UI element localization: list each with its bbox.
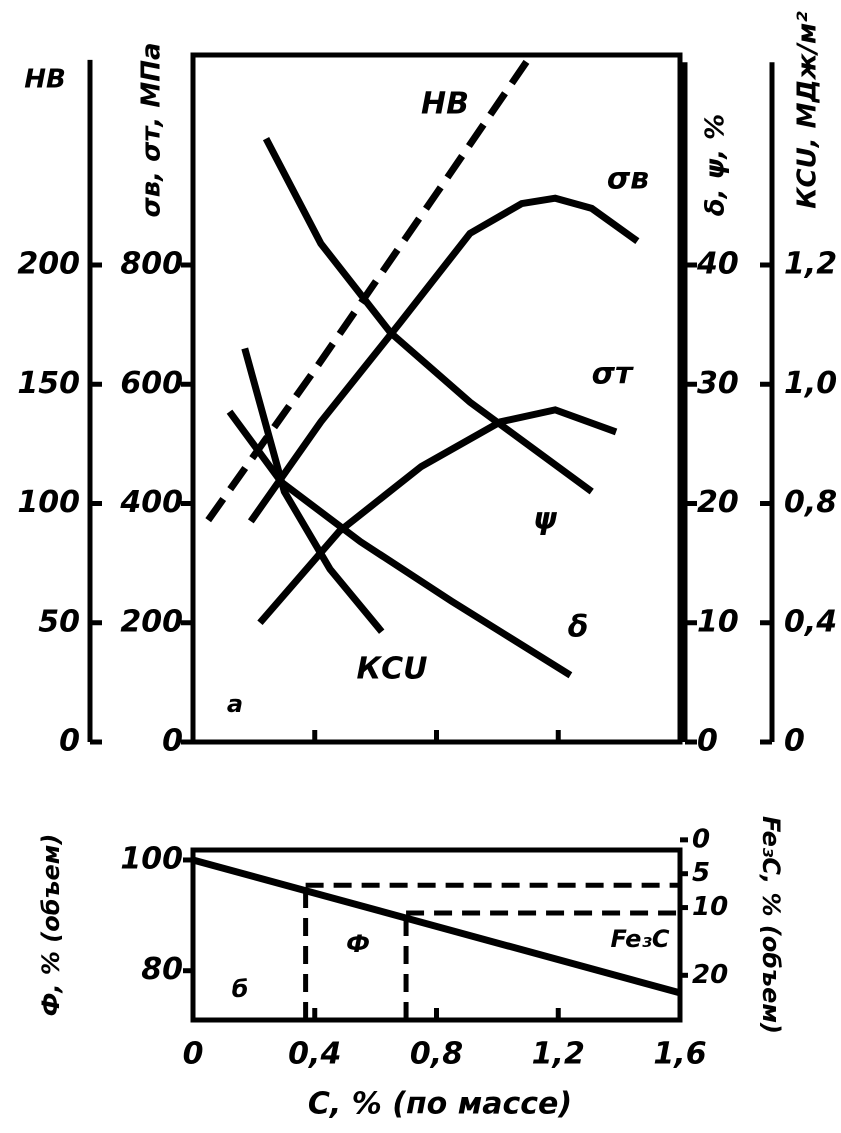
x-tick-label: 1,6 xyxy=(653,1037,706,1072)
y-tick-label: 1,2 xyxy=(784,247,837,282)
series-label: σв xyxy=(607,162,649,197)
y-tick-label: 0,8 xyxy=(784,485,837,520)
y2-tick-label: 10 xyxy=(692,892,728,922)
axis-title: КСU, МДж/м² xyxy=(793,11,823,209)
y-tick-label: 30 xyxy=(697,366,739,401)
axis-title: δ, ψ, % xyxy=(701,114,731,216)
region-label: Ф xyxy=(346,930,370,958)
plot-frame xyxy=(190,847,683,1023)
data-line xyxy=(226,409,573,679)
axis-title: σв, σт, МПа xyxy=(137,42,167,217)
y-tick-label: 150 xyxy=(17,366,80,401)
y-tick-label: 100 xyxy=(120,841,183,876)
data-line xyxy=(262,136,594,495)
y-tick-label: 1,0 xyxy=(784,366,837,401)
x-tick-label: 0,8 xyxy=(410,1037,463,1072)
y-tick-label: 600 xyxy=(120,366,183,401)
data-line xyxy=(257,406,618,626)
y-tick-label: 0 xyxy=(697,724,718,759)
y-tick-label: 0 xyxy=(784,724,805,759)
data-line xyxy=(247,194,640,524)
series-label: КСU xyxy=(357,652,428,687)
y2-axis-title: Fe₃C, % (объем) xyxy=(757,816,785,1034)
y-tick-label: 100 xyxy=(17,485,80,520)
y2-tick-label: 5 xyxy=(692,858,710,888)
series-label: σт xyxy=(592,357,634,392)
y-tick-label: 0 xyxy=(59,724,80,759)
series-label: δ xyxy=(568,610,589,645)
x-axis-title: C, % (по массе) xyxy=(308,1087,572,1122)
y-tick-label: 50 xyxy=(38,604,80,639)
annotation: а xyxy=(227,690,243,718)
x-tick-label: 0,4 xyxy=(288,1037,341,1072)
axis-title: HB xyxy=(24,65,66,95)
y-tick-label: 400 xyxy=(119,485,183,520)
region-label: Fe₃C xyxy=(611,925,670,953)
y-tick-label: 80 xyxy=(141,952,183,987)
y-axis-title: Ф, % (объем) xyxy=(37,834,65,1017)
series-label: НВ xyxy=(421,87,469,122)
y-tick-label: 20 xyxy=(697,485,739,520)
series-label: ψ xyxy=(533,502,557,537)
region-label: б xyxy=(232,975,249,1003)
y2-tick-label: 0 xyxy=(692,824,710,854)
plot-frame xyxy=(190,52,683,745)
y-tick-label: 200 xyxy=(17,247,80,282)
x-tick-label: 0 xyxy=(183,1037,204,1072)
y-tick-label: 800 xyxy=(120,247,183,282)
y-tick-label: 10 xyxy=(697,604,739,639)
y2-tick-label: 20 xyxy=(692,960,728,990)
data-line xyxy=(241,347,385,634)
data-line xyxy=(205,57,531,523)
data-line xyxy=(192,856,681,997)
y-tick-label: 40 xyxy=(696,247,739,282)
x-tick-label: 1,2 xyxy=(532,1037,585,1072)
y-tick-label: 200 xyxy=(120,604,183,639)
y-tick-label: 0 xyxy=(162,724,183,759)
y-tick-label: 0,4 xyxy=(784,604,837,639)
